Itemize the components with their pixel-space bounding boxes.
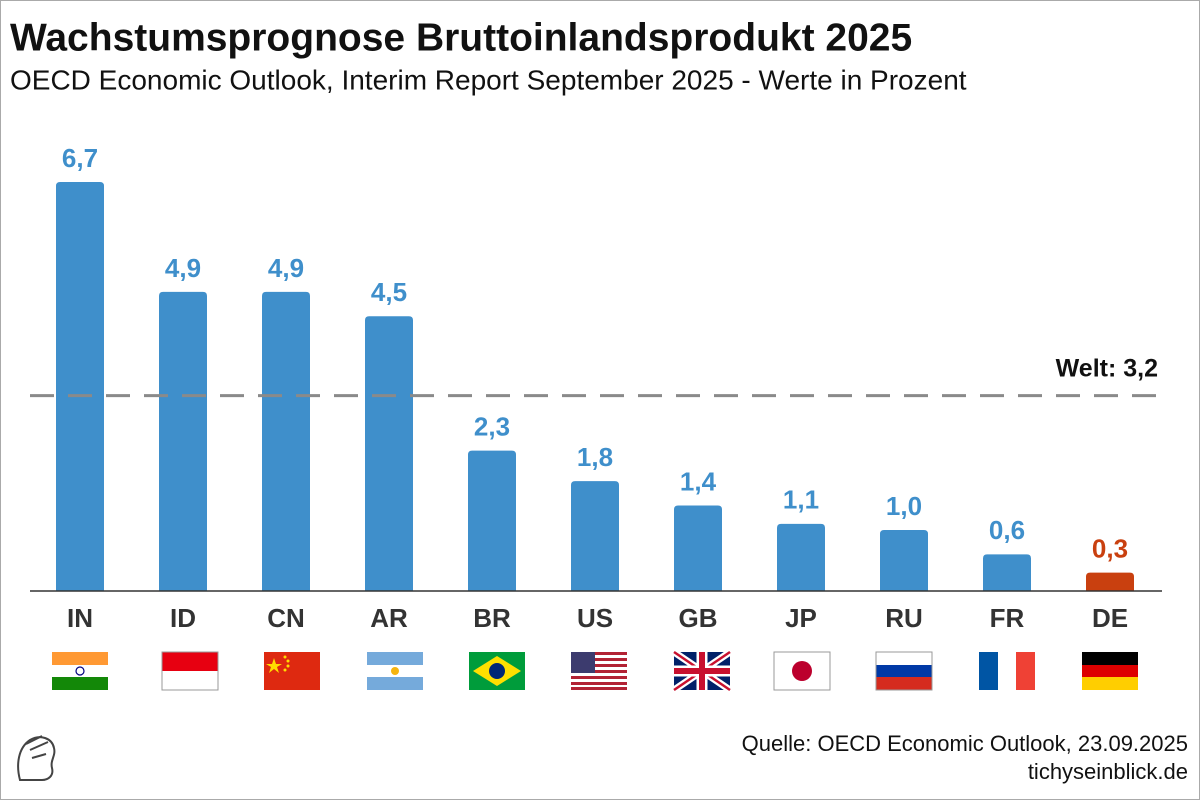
- value-label: 4,5: [371, 277, 407, 307]
- source: Quelle: OECD Economic Outlook, 23.09.202…: [742, 731, 1188, 756]
- flag-gb: [672, 649, 732, 693]
- chart-title: Wachstumsprognose Bruttoinlandsprodukt 2…: [10, 16, 912, 59]
- x-tick-label: AR: [370, 603, 408, 633]
- flag-de: [1082, 652, 1138, 690]
- value-label: 6,7: [62, 143, 98, 173]
- bar: [674, 505, 722, 591]
- value-label: 4,9: [165, 253, 201, 283]
- flag-cn: [264, 652, 320, 690]
- bar: [1086, 572, 1134, 591]
- bar: [159, 291, 207, 591]
- x-tick-label: DE: [1092, 603, 1128, 633]
- x-tick-label: GB: [679, 603, 718, 633]
- x-tick-label: IN: [67, 603, 93, 633]
- flags: [52, 649, 1138, 693]
- x-tick-label: ID: [170, 603, 196, 633]
- bar: [262, 291, 310, 591]
- value-label: 1,8: [577, 442, 613, 472]
- bar: [880, 529, 928, 591]
- x-tick-label: RU: [885, 603, 923, 633]
- chart-subtitle: OECD Economic Outlook, Interim Report Se…: [10, 64, 967, 95]
- value-label: 1,0: [886, 491, 922, 521]
- flag-in: [52, 652, 108, 690]
- x-tick-label: CN: [267, 603, 305, 633]
- reference-label: Welt: 3,2: [1056, 354, 1158, 382]
- website: tichyseinblick.de: [1028, 759, 1188, 784]
- value-label: 0,3: [1092, 534, 1128, 564]
- x-tick-label: JP: [785, 603, 817, 633]
- bar: [468, 450, 516, 591]
- x-tick-label: FR: [990, 603, 1025, 633]
- flag-fr: [979, 652, 1035, 690]
- bar: [56, 182, 104, 591]
- value-label: 0,6: [989, 515, 1025, 545]
- bar: [777, 523, 825, 591]
- x-tick-label: BR: [473, 603, 511, 633]
- flag-us: [571, 652, 627, 690]
- flag-jp: [773, 651, 831, 691]
- x-tick-label: US: [577, 603, 613, 633]
- logo: [17, 735, 56, 781]
- value-label: 4,9: [268, 253, 304, 283]
- value-label: 2,3: [474, 411, 510, 441]
- bar: [983, 554, 1031, 591]
- flag-ru: [875, 651, 933, 691]
- value-label: 1,1: [783, 485, 819, 515]
- flag-ar: [367, 652, 423, 690]
- bar: [571, 481, 619, 591]
- flag-br: [469, 652, 525, 690]
- flag-id: [161, 651, 219, 691]
- value-label: 1,4: [680, 466, 717, 496]
- bar: [365, 316, 413, 591]
